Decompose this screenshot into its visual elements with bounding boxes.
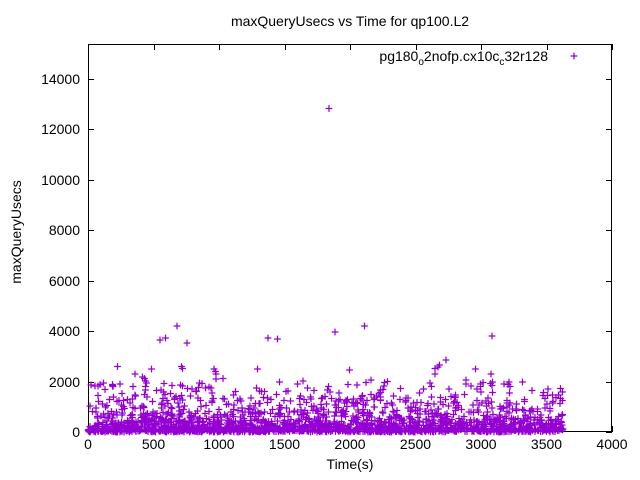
legend-text-part: 2nofp.cx10c bbox=[423, 48, 500, 64]
y-tick-label: 2000 bbox=[48, 373, 80, 390]
x-tick-label: 3500 bbox=[530, 436, 563, 452]
x-tick-label: 2500 bbox=[399, 436, 432, 452]
legend-text-subscript: o bbox=[418, 56, 424, 68]
x-tick-label: 0 bbox=[84, 436, 92, 452]
legend-text-subscript: c bbox=[499, 56, 505, 68]
scatter-points bbox=[84, 105, 567, 436]
x-tick-label: 2000 bbox=[334, 436, 366, 452]
y-tick-label: 8000 bbox=[48, 222, 80, 239]
x-tick-label: 1500 bbox=[268, 436, 301, 452]
legend-series-label: pg180o2nofp.cx10cc32r128 bbox=[248, 47, 548, 68]
chart-title: maxQueryUsecs vs Time for qp100.L2 bbox=[230, 13, 470, 29]
legend-text-part: 32r128 bbox=[504, 48, 548, 64]
x-tick-label: 1000 bbox=[203, 436, 235, 452]
legend-plus-marker-icon bbox=[570, 52, 578, 60]
y-tick-label: 10000 bbox=[41, 171, 80, 188]
legend-text-part: pg180 bbox=[379, 48, 419, 64]
y-tick-label: 4000 bbox=[48, 323, 80, 340]
x-axis-label: Time(s) bbox=[326, 456, 374, 472]
x-tick-label: 500 bbox=[141, 436, 166, 452]
axis-ticks bbox=[88, 44, 613, 433]
y-tick-label: 12000 bbox=[41, 121, 80, 138]
plot-border bbox=[88, 44, 612, 432]
y-tick-label: 14000 bbox=[41, 71, 80, 88]
x-tick-label: 3000 bbox=[465, 436, 497, 452]
y-tick-label: 0 bbox=[72, 424, 80, 440]
x-tick-label: 4000 bbox=[596, 436, 628, 452]
y-tick-label: 6000 bbox=[48, 272, 80, 289]
